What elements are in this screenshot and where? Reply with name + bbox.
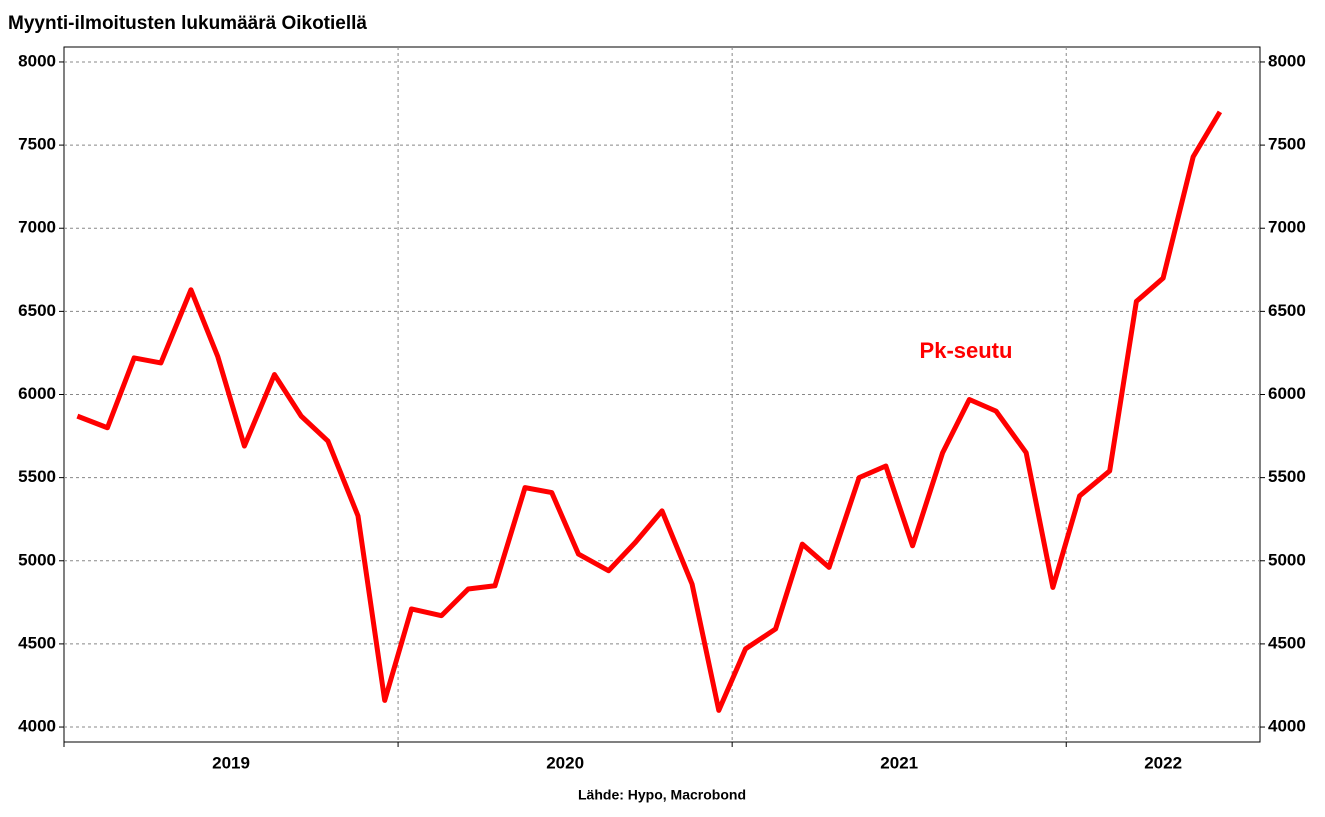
chart-title: Myynti-ilmoitusten lukumäärä Oikotiellä: [8, 13, 367, 34]
y2-tick-label: 8000: [1268, 51, 1306, 70]
y2-tick-label: 6500: [1268, 301, 1306, 320]
y-tick-label: 5500: [18, 467, 56, 486]
y-tick-label: 4000: [18, 717, 56, 736]
x-tick-label: 2019: [212, 753, 250, 772]
y-tick-label: 7000: [18, 218, 56, 237]
y-tick-label: 5000: [18, 550, 56, 569]
y2-tick-label: 5500: [1268, 467, 1306, 486]
source: Lähde: Hypo, Macrobond: [578, 787, 746, 803]
x-tick-label: 2020: [546, 753, 584, 772]
y2-tick-label: 7000: [1268, 218, 1306, 237]
y2-tick-label: 7500: [1268, 135, 1306, 154]
y2-tick-label: 5000: [1268, 550, 1306, 569]
y2-tick-label: 4000: [1268, 717, 1306, 736]
y-tick-label: 8000: [18, 51, 56, 70]
x-tick-label: 2022: [1144, 753, 1182, 772]
y-tick-label: 6500: [18, 301, 56, 320]
y-tick-label: 7500: [18, 135, 56, 154]
y-tick-label: 6000: [18, 384, 56, 403]
y2-tick-label: 4500: [1268, 633, 1306, 652]
annotation: Pk-seutu: [920, 338, 1013, 363]
x-tick-label: 2021: [880, 753, 918, 772]
line-series: [76, 110, 1223, 713]
y2-tick-label: 6000: [1268, 384, 1306, 403]
y-tick-label: 4500: [18, 633, 56, 652]
